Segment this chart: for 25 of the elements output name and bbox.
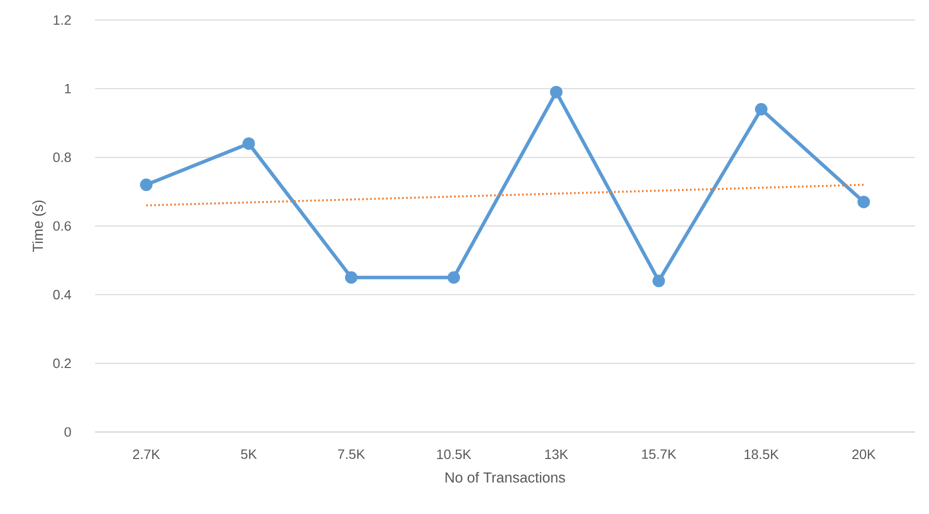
x-tick-label: 15.7K: [642, 450, 676, 459]
y-tick-label: 0.4: [53, 290, 72, 300]
y-tick-label: 1.2: [54, 15, 71, 25]
x-axis-title: No of Transactions: [446, 472, 566, 483]
point: [345, 271, 358, 284]
x-tick-label: 20K: [852, 450, 876, 460]
point: [550, 86, 562, 98]
y-axis-title: Time (s): [32, 200, 46, 252]
y-tick-label: 1: [65, 84, 71, 94]
point: [448, 271, 460, 284]
point: [242, 137, 256, 150]
x-tick-label: 18.5K: [744, 450, 779, 460]
point: [857, 196, 870, 208]
x-tick-label: 10.5K: [437, 450, 472, 460]
x-tick-label: 5K: [241, 450, 257, 459]
y-tick-label: 0.8: [53, 152, 71, 162]
y-tick-label: 0: [64, 427, 71, 437]
y-tick-label: 0.2: [53, 358, 71, 368]
y-tick-label: 0.6: [53, 221, 71, 231]
x-tick-label: 7.5K: [338, 450, 365, 459]
point: [140, 178, 153, 192]
x-tick-label: 2.7K: [133, 450, 160, 459]
point: [652, 274, 665, 288]
x-tick-label: 13K: [545, 450, 568, 460]
point: [754, 103, 768, 116]
